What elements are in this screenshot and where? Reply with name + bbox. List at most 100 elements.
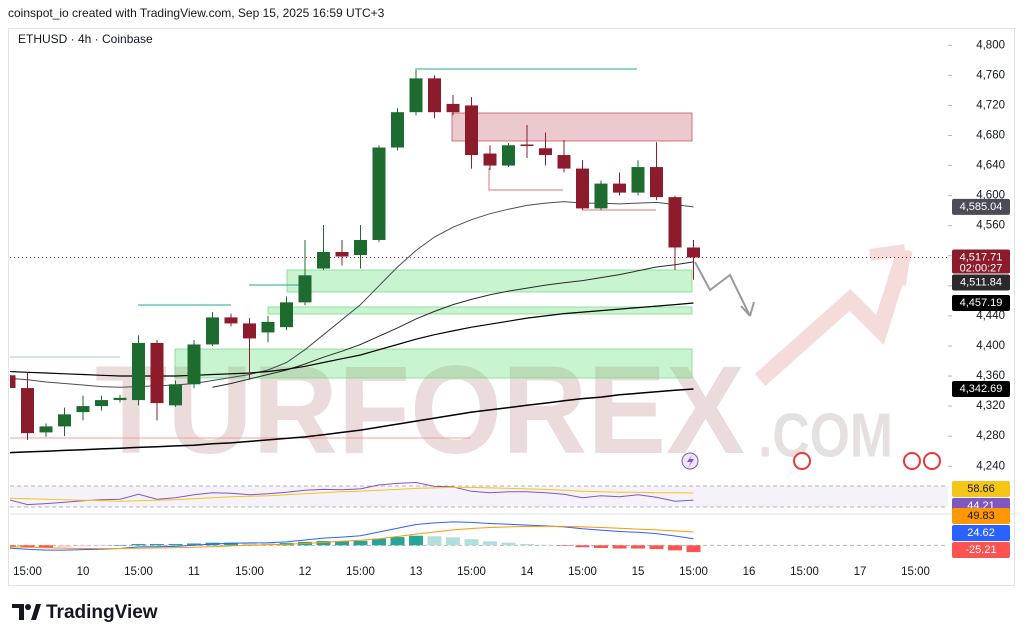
x-tick-label: 12	[299, 566, 312, 578]
macd-histogram-bar	[538, 544, 553, 546]
x-tick-label: 15:00	[568, 566, 597, 578]
moving-average	[10, 388, 694, 454]
y-tick-label: 4,600	[976, 190, 1005, 202]
candle-body	[187, 344, 201, 385]
candle-body	[409, 78, 423, 113]
x-tick-label: 15:00	[124, 566, 153, 578]
macd-histogram-bar	[631, 545, 645, 549]
candle-body	[243, 323, 256, 339]
macd-histogram-bar	[335, 541, 349, 546]
macd-histogram-bar	[594, 545, 608, 548]
price-label-box	[952, 481, 1010, 497]
candle-body	[613, 183, 626, 193]
price-label: 4,517.71	[960, 251, 1003, 263]
macd-histogram-bar	[242, 542, 257, 546]
y-tick-label: 4,280	[976, 430, 1005, 442]
y-tick-label: 4,240	[976, 460, 1005, 472]
candle-body	[76, 406, 90, 413]
candle-body	[539, 148, 552, 156]
x-tick-label: 13	[410, 566, 423, 578]
candle-body	[354, 239, 367, 256]
candle-body	[428, 78, 441, 113]
macd-histogram-bar	[150, 544, 164, 546]
x-tick-label: 15:00	[235, 566, 264, 578]
macd-histogram-bar	[612, 545, 627, 549]
watermark-text: TURFOREX	[95, 341, 745, 480]
macd-histogram-bar	[76, 545, 90, 547]
x-tick-label: 15:00	[346, 566, 375, 578]
event-icon[interactable]	[903, 452, 921, 470]
candle-body	[150, 342, 164, 404]
header: coinspot_io created with TradingView.com…	[8, 6, 385, 20]
price-label-box	[952, 525, 1010, 541]
y-tick-label: 4,760	[976, 69, 1005, 81]
macd-histogram-bar	[575, 545, 590, 548]
candle-body	[631, 167, 645, 193]
candle-body	[391, 112, 404, 148]
annotations	[10, 68, 693, 439]
candle-body	[668, 197, 682, 248]
candle-body	[483, 153, 497, 166]
candle-body	[113, 397, 127, 401]
price-label-box	[952, 508, 1010, 524]
projection-arrow	[694, 261, 755, 317]
candle-body	[594, 183, 608, 209]
macd-histogram-bar	[39, 545, 53, 548]
y-tick-label: 4,800	[976, 39, 1005, 51]
level-line	[488, 168, 563, 191]
macd-histogram-bar	[501, 542, 516, 546]
macd-histogram-bar	[649, 545, 664, 550]
macd-histogram-bar	[131, 544, 146, 546]
indicator-panes	[10, 481, 948, 553]
macd-histogram-bar	[668, 545, 682, 551]
price-label: 49.83	[967, 510, 995, 522]
footer-brand: TradingView	[46, 602, 158, 623]
macd-histogram-bar	[57, 545, 72, 548]
x-tick-label: 15:00	[790, 566, 819, 578]
candle-body	[58, 414, 71, 427]
macd-histogram-bar	[409, 535, 423, 546]
x-tick-label: 15	[632, 566, 645, 578]
y-tick-label: 4,560	[976, 220, 1005, 232]
x-tick-label: 17	[854, 566, 867, 578]
candle-body	[95, 400, 108, 407]
event-icon[interactable]	[793, 452, 811, 470]
macd-histogram-bar	[520, 544, 534, 546]
logo-mark	[31, 604, 41, 620]
price-label: 4,457.19	[960, 297, 1003, 309]
watermark-text: .COM	[758, 401, 893, 470]
y-tick-label: 4,400	[976, 340, 1005, 352]
event-icon[interactable]	[923, 452, 941, 470]
supply-zone	[451, 112, 693, 142]
macd-histogram-bar	[10, 545, 16, 547]
candle-body	[687, 247, 700, 258]
candle-body	[39, 426, 53, 433]
x-tick-label: 11	[188, 566, 200, 578]
candle-body	[224, 317, 238, 324]
candle-body	[502, 145, 515, 166]
y-tick-label: 4,680	[976, 130, 1005, 142]
y-tick-label: 4,640	[976, 160, 1005, 172]
price-pane	[10, 70, 948, 454]
watermark-logo	[754, 247, 913, 386]
symbol-title: ETHUSD · 4h · Coinbase	[18, 32, 153, 46]
price-label: 24.62	[967, 527, 995, 539]
event-icons	[681, 452, 941, 470]
y-tick-label: 4,360	[976, 370, 1005, 382]
price-label-box	[952, 274, 1010, 291]
candle-body	[576, 168, 589, 209]
rsi-band	[10, 486, 948, 507]
macd-histogram-bar	[446, 537, 460, 546]
x-tick-label: 15:00	[13, 566, 42, 578]
macd-histogram-bar	[224, 542, 238, 546]
macd-histogram-bar	[557, 545, 571, 546]
price-label: 02:00:27	[960, 262, 1003, 274]
x-tick-label: 15:00	[457, 566, 486, 578]
candle-body	[335, 252, 349, 257]
price-label-box	[952, 249, 1010, 274]
candle-body	[465, 105, 478, 156]
candle-body	[520, 144, 534, 147]
